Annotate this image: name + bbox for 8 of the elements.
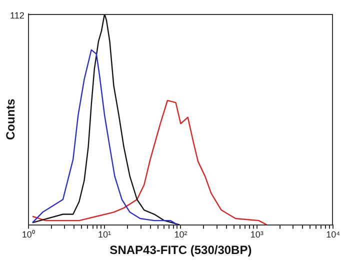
y-axis-title: Counts <box>4 98 18 140</box>
x-tick-label: 10⁰ <box>22 230 35 240</box>
x-axis-title: SNAP43-FITC (530/30BP) <box>110 243 252 258</box>
text: 112 <box>10 10 24 20</box>
x-tick-label: 10³ <box>250 230 264 240</box>
x-tick-label: 10⁴ <box>326 230 340 240</box>
x-tick-label: 10¹ <box>98 230 112 240</box>
x-tick-label: 10² <box>174 230 188 240</box>
